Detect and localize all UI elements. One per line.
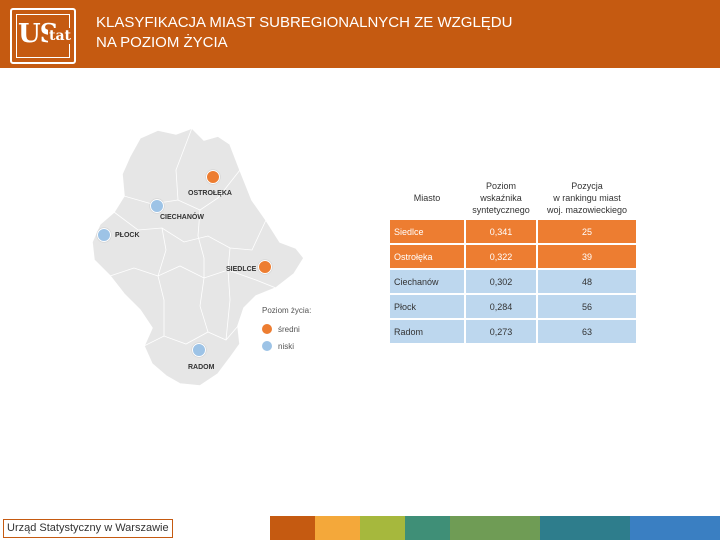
column-header-rank-line: w rankingu miast: [553, 193, 621, 203]
district-border: [157, 227, 167, 336]
table-row: Radom 0,273 63: [390, 320, 636, 343]
cell-rank: 25: [538, 220, 636, 243]
cell-rank: 63: [538, 320, 636, 343]
footer-bar: Urząd Statystyczny w Warszawie: [0, 516, 720, 540]
cell-rank: 39: [538, 245, 636, 268]
legend-swatch-medium: [262, 324, 272, 334]
cell-rank: 48: [538, 270, 636, 293]
map-label-radom: RADOM: [188, 364, 215, 371]
column-header-level-line: wskaźnika: [480, 193, 522, 203]
footer-stripe: [540, 516, 630, 540]
ustat-logo: US tat: [10, 8, 76, 64]
map-marker-ciechanow: [150, 199, 164, 213]
district-border: [123, 169, 241, 211]
district-border: [197, 209, 209, 333]
cell-city: Ciechanów: [390, 270, 464, 293]
cell-value: 0,341: [466, 220, 536, 243]
slide-title: KLASYFIKACJA MIAST SUBREGIONALNYCH ZE WZ…: [96, 13, 576, 53]
column-header-level: Poziom wskaźnika syntetycznego: [466, 178, 536, 218]
cell-city: Płock: [390, 295, 464, 318]
footer-stripe: [315, 516, 360, 540]
legend-label-medium: średni: [278, 324, 300, 334]
district-border: [225, 247, 231, 341]
district-border: [109, 265, 277, 289]
table-row: Ostrołęka 0,322 39: [390, 245, 636, 268]
district-border: [143, 325, 239, 347]
cell-rank: 56: [538, 295, 636, 318]
footer-stripe: [405, 516, 450, 540]
column-header-city-text: Miasto: [413, 193, 441, 203]
legend-item-low: niski: [262, 341, 294, 351]
map-label-ostroleka: OSTROŁĘKA: [188, 190, 232, 197]
cell-city: Siedlce: [390, 220, 464, 243]
ranking-table: Miasto Poziom wskaźnika syntetycznego Po…: [388, 176, 638, 345]
column-header-city: Miasto: [390, 178, 464, 218]
title-line-1: KLASYFIKACJA MIAST SUBREGIONALNYCH ZE WZ…: [96, 14, 513, 31]
cell-value: 0,322: [466, 245, 536, 268]
footer-stripe: [630, 516, 720, 540]
table-header-row: Miasto Poziom wskaźnika syntetycznego Po…: [390, 178, 636, 218]
map-marker-siedlce: [258, 260, 272, 274]
footer-stripe: [450, 516, 540, 540]
cell-value: 0,284: [466, 295, 536, 318]
map-label-siedlce: SIEDLCE: [226, 266, 257, 273]
cell-city: Radom: [390, 320, 464, 343]
mazowieckie-map: [91, 127, 305, 387]
column-header-rank: Pozycja w rankingu miast woj. mazowiecki…: [538, 178, 636, 218]
column-header-rank-line: Pozycja: [571, 181, 603, 191]
footer-label-area: Urząd Statystyczny w Warszawie: [0, 516, 270, 540]
district-border: [175, 127, 193, 201]
map-label-plock: PŁOCK: [115, 232, 140, 239]
cell-value: 0,302: [466, 270, 536, 293]
header-bar: US tat KLASYFIKACJA MIAST SUBREGIONALNYC…: [0, 0, 720, 68]
table-row: Ciechanów 0,302 48: [390, 270, 636, 293]
legend-item-medium: średni: [262, 324, 300, 334]
logo-tat-letters: tat: [48, 28, 73, 44]
title-line-2: NA POZIOM ŻYCIA: [96, 34, 228, 51]
column-header-level-line: syntetycznego: [472, 205, 530, 215]
legend-title: Poziom życia:: [262, 306, 312, 315]
region-outline: [91, 127, 305, 387]
map-marker-ostroleka: [206, 170, 220, 184]
footer-stripe: [360, 516, 405, 540]
cell-value: 0,273: [466, 320, 536, 343]
cell-city: Ostrołęka: [390, 245, 464, 268]
map-label-ciechanow: CIECHANÓW: [160, 214, 204, 221]
legend-swatch-low: [262, 341, 272, 351]
map-marker-radom: [192, 343, 206, 357]
column-header-level-line: Poziom: [485, 181, 516, 191]
column-header-rank-line: woj. mazowieckiego: [546, 205, 628, 215]
table-row: Siedlce 0,341 25: [390, 220, 636, 243]
map-marker-plock: [97, 228, 111, 242]
legend-label-low: niski: [278, 341, 295, 351]
footer-stripe: [270, 516, 315, 540]
table-row: Płock 0,284 56: [390, 295, 636, 318]
institution-name: Urząd Statystyczny w Warszawie: [3, 519, 173, 538]
district-border: [113, 211, 267, 251]
